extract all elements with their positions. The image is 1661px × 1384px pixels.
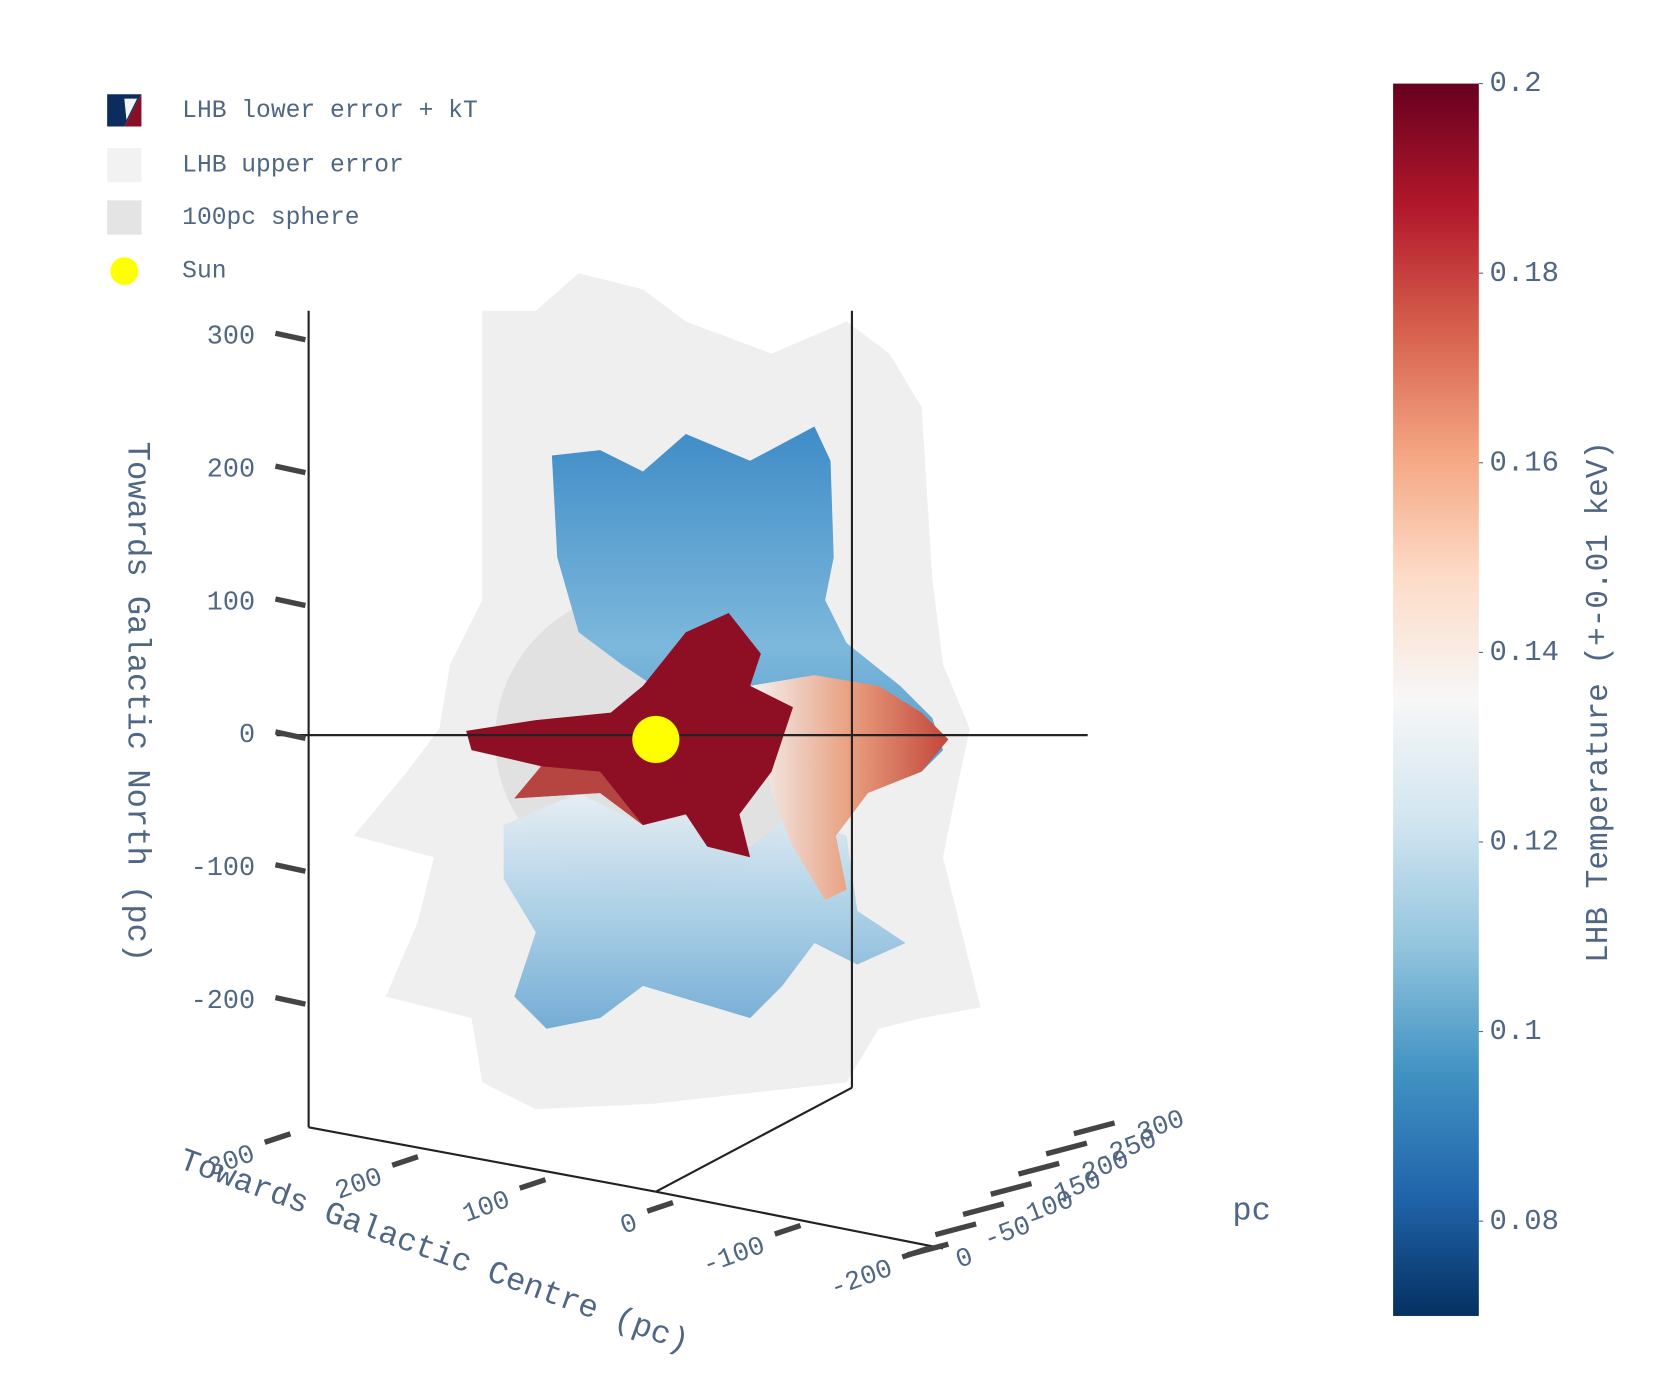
z-tick (274, 596, 306, 609)
y-tick (1045, 1140, 1088, 1157)
legend-swatch (110, 257, 139, 286)
y-tick (906, 1241, 950, 1258)
z-tick-label: 300 (207, 323, 255, 353)
colorbar-tick-label: 0.18 (1490, 257, 1559, 290)
colorbar-title: LHB Temperature (+-0.01 keV) (1582, 441, 1617, 963)
frame-line (308, 1126, 657, 1193)
legend-icon (124, 94, 142, 127)
x-tick-label: -200 (826, 1255, 897, 1305)
z-tick (274, 463, 306, 476)
x-tick-label: 0 (617, 1209, 642, 1243)
z-axis-title: Towards Galactic North (pc) (119, 442, 156, 963)
x-tick (391, 1154, 419, 1168)
x-axis-title: Towards Galactic Centre (pc) (174, 1142, 694, 1361)
z-tick (274, 330, 306, 343)
legend-icon (124, 98, 138, 121)
x-tick (263, 1131, 292, 1145)
y-tick (934, 1221, 977, 1238)
colorbar-tick-label: 0.1 (1490, 1015, 1542, 1048)
sun-marker (632, 715, 680, 763)
legend-label: LHB lower error + kT (182, 97, 478, 125)
y-tick-label: 0 (952, 1243, 977, 1277)
z-tick (274, 995, 306, 1007)
z-tick-label: 0 (239, 721, 255, 751)
z-tick (274, 729, 306, 741)
x-tick-label: 100 (459, 1186, 515, 1231)
frame (276, 310, 1088, 1250)
colorbar-tick-label: 0.08 (1490, 1205, 1559, 1238)
colorbar-tick-label: 0.12 (1490, 826, 1559, 859)
y-axis-title: pc (1232, 1192, 1271, 1229)
z-tick (274, 862, 306, 874)
frame-line (655, 1190, 944, 1250)
z-tick-label: 100 (207, 588, 255, 618)
colorbar-tick-label: 0.2 (1490, 67, 1542, 100)
colorbar-tick-label: 0.14 (1490, 636, 1559, 669)
y-tick (990, 1180, 1033, 1197)
x-tick (773, 1222, 802, 1237)
frame-line (655, 1086, 853, 1193)
x-tick (646, 1200, 674, 1214)
x-tick-label: -100 (699, 1232, 770, 1282)
legend (107, 94, 142, 127)
right-lobe (750, 675, 949, 901)
colorbar (1393, 83, 1479, 1316)
y-tick (962, 1201, 1005, 1218)
x-tick-label: 200 (331, 1163, 387, 1208)
z-tick-label: -200 (191, 987, 255, 1017)
surfaces (353, 273, 981, 1110)
x-tick (518, 1177, 547, 1191)
colorbar-tick-label: 0.16 (1490, 446, 1559, 479)
z-tick-label: -100 (191, 854, 255, 884)
y-tick (1073, 1120, 1116, 1137)
legend-label: Sun (182, 258, 226, 286)
y-tick (1017, 1160, 1060, 1177)
legend-swatch (107, 147, 142, 183)
legend-swatch (107, 200, 142, 235)
legend-label: 100pc sphere (182, 204, 359, 232)
legend-label: LHB upper error (182, 152, 404, 180)
core-shading (514, 766, 643, 826)
y-tick-label: -50 (980, 1212, 1036, 1257)
z-tick-label: 200 (207, 455, 255, 485)
